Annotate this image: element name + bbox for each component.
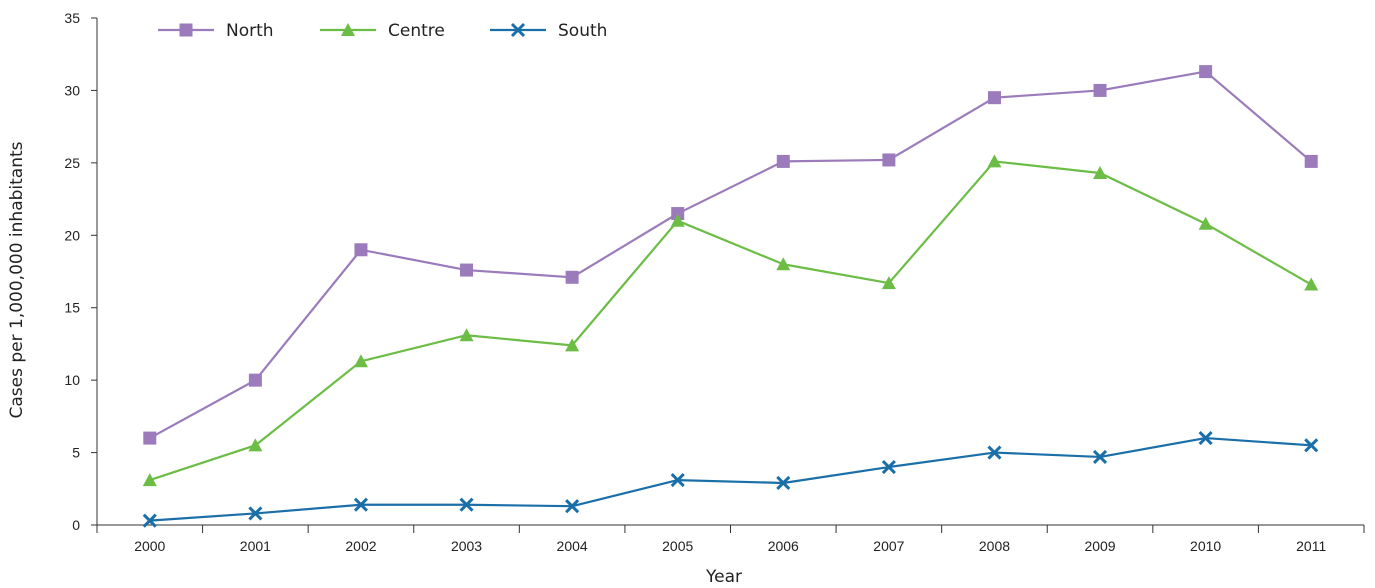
data-point-south — [142, 513, 157, 528]
data-point-centre — [1304, 277, 1319, 291]
x-tick-label: 2001 — [240, 538, 271, 554]
data-point-south — [1304, 438, 1319, 453]
x-axis-title: Year — [705, 567, 742, 587]
series-north — [143, 65, 1318, 445]
y-tick-label: 0 — [72, 517, 80, 533]
data-point-centre — [459, 328, 474, 342]
data-point-north — [671, 207, 685, 221]
data-point-north — [987, 91, 1001, 105]
data-point-centre — [670, 213, 685, 227]
legend: North Centre South — [158, 21, 607, 41]
legend-item-north: North — [158, 21, 274, 41]
y-axis-title: Cases per 1,000,000 inhabitants — [7, 141, 27, 418]
y-tick-label: 35 — [64, 10, 80, 26]
data-point-south — [248, 506, 263, 521]
data-point-centre — [1198, 216, 1213, 230]
data-point-south — [1198, 431, 1213, 446]
legend-label: North — [226, 21, 274, 41]
data-point-centre — [881, 276, 896, 290]
y-tick-label: 10 — [64, 372, 80, 388]
y-tick-label: 30 — [64, 82, 80, 98]
x-tick-label: 2009 — [1084, 538, 1115, 554]
x-tick-label: 2004 — [557, 538, 588, 554]
x-tick-label: 2000 — [134, 538, 165, 554]
data-point-centre — [987, 154, 1002, 168]
data-point-north — [565, 270, 579, 284]
x-tick-label: 2011 — [1296, 538, 1326, 554]
data-point-south — [1092, 449, 1108, 464]
series-centre — [142, 154, 1319, 487]
series-line-centre — [149, 160, 1312, 482]
data-point-centre — [565, 338, 580, 352]
data-point-centre — [248, 438, 263, 452]
data-point-north — [460, 263, 474, 277]
data-point-north — [882, 153, 896, 167]
data-point-centre — [776, 257, 791, 271]
legend-marker-north — [179, 23, 193, 37]
data-point-south — [353, 497, 369, 512]
data-point-north — [1304, 154, 1318, 168]
data-point-south — [459, 497, 474, 512]
legend-marker-south — [510, 22, 526, 38]
data-point-north — [354, 243, 368, 257]
data-point-north — [776, 154, 790, 168]
data-point-centre — [142, 473, 157, 487]
data-point-north — [248, 373, 262, 387]
data-point-south — [776, 475, 791, 491]
legend-label: Centre — [388, 21, 445, 41]
data-point-south — [565, 499, 580, 514]
legend-marker-centre — [341, 23, 355, 36]
data-point-south — [881, 459, 896, 475]
data-point-centre — [1093, 165, 1108, 179]
series-south — [142, 431, 1319, 528]
legend-label: South — [558, 21, 607, 41]
x-tick-label: 2002 — [345, 538, 376, 554]
data-point-north — [143, 431, 157, 445]
series-line-south — [149, 436, 1312, 522]
x-tick-label: 2005 — [662, 538, 693, 554]
series-line-north — [149, 70, 1312, 440]
y-tick-label: 5 — [72, 445, 80, 461]
y-tick-label: 15 — [64, 300, 80, 316]
y-tick-label: 20 — [64, 227, 80, 243]
x-tick-label: 2003 — [451, 538, 482, 554]
x-tick-label: 2007 — [873, 538, 904, 554]
x-tick-label: 2010 — [1190, 538, 1221, 554]
data-point-south — [987, 445, 1002, 460]
legend-item-centre: Centre — [320, 21, 445, 41]
x-tick-label: 2008 — [979, 538, 1010, 554]
legend-item-south: South — [490, 21, 607, 41]
series-layer — [142, 65, 1319, 528]
data-point-south — [670, 473, 685, 488]
data-point-north — [1093, 83, 1107, 97]
data-point-north — [1199, 65, 1213, 79]
axes: 0 5 10 15 20 25 30 35 2000 2001 2002 2003 2004 2005 20… — [64, 10, 1365, 554]
data-point-centre — [353, 354, 368, 368]
x-tick-label: 2006 — [768, 538, 799, 554]
y-tick-label: 25 — [64, 155, 80, 171]
